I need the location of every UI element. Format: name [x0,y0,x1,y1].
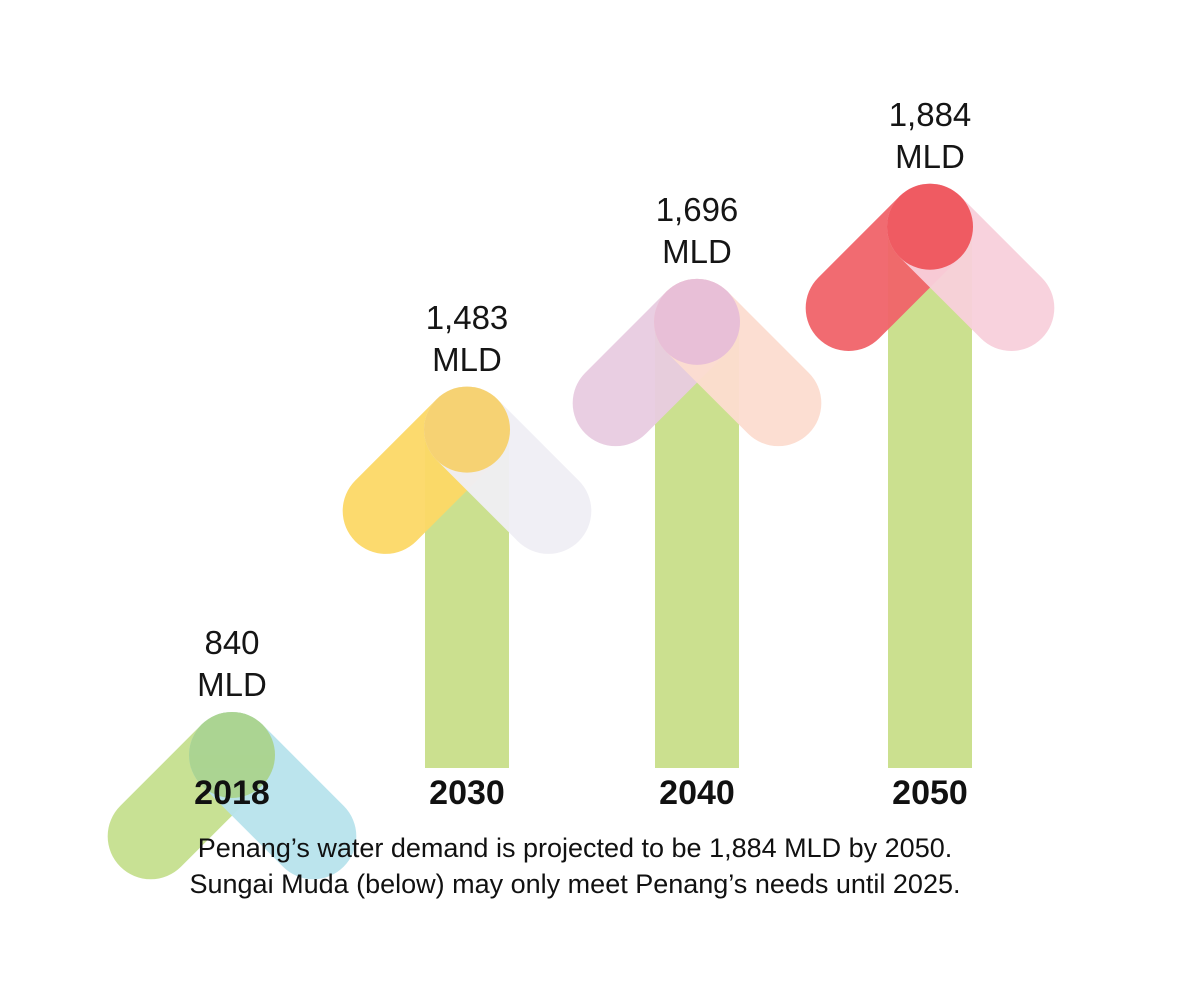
value-label-2018: 840 MLD [132,622,332,706]
year-label-2040: 2040 [659,774,735,812]
arrow-apex-overlap-2050 [887,183,973,270]
caption-line-2: Sungai Muda (below) may only meet Penang… [189,869,961,899]
value-number: 1,483 [425,298,509,336]
value-unit: MLD [432,340,502,378]
value-number: 840 [204,623,260,661]
value-unit: MLD [197,665,267,703]
year-label-2030: 2030 [429,774,505,812]
year-label-2050: 2050 [892,774,968,812]
arrow-apex-overlap-2018 [189,711,275,798]
arrow-apex-overlap-2030 [424,386,510,473]
year-label-2018: 2018 [194,774,270,812]
arrow-apex-overlap-2040 [654,278,740,365]
value-unit: MLD [662,232,732,270]
value-number: 1,884 [888,95,972,133]
bar-2050 [888,226,972,769]
value-unit: MLD [895,137,965,175]
caption-line-1: Penang’s water demand is projected to be… [197,833,953,863]
value-label-2040: 1,696 MLD [597,189,797,273]
value-number: 1,696 [655,190,739,228]
value-label-2050: 1,884 MLD [830,94,1030,178]
chart-caption: Penang’s water demand is projected to be… [0,830,1150,902]
value-label-2030: 1,483 MLD [367,297,567,381]
